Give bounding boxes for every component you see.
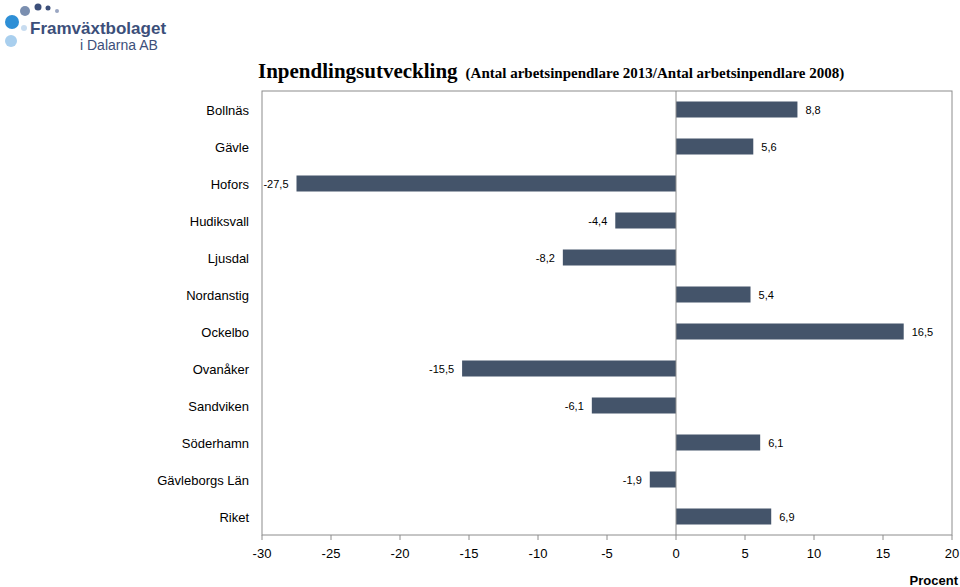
logo-dot bbox=[5, 15, 19, 29]
category-label: Nordanstig bbox=[186, 288, 249, 303]
title: Inpendlingsutveckling bbox=[258, 59, 458, 83]
data-label: 5,6 bbox=[761, 141, 776, 153]
tick-mark bbox=[262, 535, 263, 540]
bar bbox=[650, 472, 676, 488]
category-label: Ockelbo bbox=[201, 325, 249, 340]
bar bbox=[676, 324, 904, 340]
logo-dot bbox=[21, 25, 27, 31]
category-label: Bollnäs bbox=[206, 103, 249, 118]
category-label: Gävle bbox=[215, 140, 249, 155]
bar bbox=[676, 102, 797, 118]
category-label: Ovanåker bbox=[193, 362, 250, 377]
tick-mark bbox=[745, 535, 746, 540]
bar bbox=[592, 398, 676, 414]
logo-dot bbox=[55, 9, 59, 13]
bar bbox=[297, 176, 677, 192]
bar bbox=[676, 139, 753, 155]
data-label: 6,1 bbox=[768, 437, 783, 449]
logo-dot bbox=[5, 35, 17, 47]
plot-frame bbox=[262, 91, 952, 535]
tick-mark bbox=[883, 535, 884, 540]
data-label: 5,4 bbox=[759, 289, 774, 301]
data-label: 6,9 bbox=[779, 511, 794, 523]
logo: Framväxtbolageti Dalarna AB bbox=[5, 4, 166, 54]
bar bbox=[615, 213, 676, 229]
bar bbox=[676, 435, 760, 451]
tick-label: -25 bbox=[322, 546, 341, 561]
chart-root: Framväxtbolageti Dalarna AB Inpendlingsut… bbox=[0, 0, 960, 587]
data-label: -8,2 bbox=[536, 252, 555, 264]
tick-label: 5 bbox=[741, 546, 748, 561]
tick-label: 10 bbox=[807, 546, 821, 561]
tick-mark bbox=[469, 535, 470, 540]
tick-mark bbox=[538, 535, 539, 540]
category-label: Riket bbox=[219, 510, 249, 525]
category-label: Söderhamn bbox=[182, 436, 249, 451]
category-label: Ljusdal bbox=[208, 251, 249, 266]
bar bbox=[676, 287, 751, 303]
bar bbox=[676, 509, 771, 525]
subtitle: (Antal arbetsinpendlare 2013/Antal arbet… bbox=[466, 65, 845, 82]
tick-label: -10 bbox=[529, 546, 548, 561]
zero-axis bbox=[676, 91, 677, 535]
tick-mark bbox=[952, 535, 953, 540]
data-label: -6,1 bbox=[565, 400, 584, 412]
tick-label: -20 bbox=[391, 546, 410, 561]
tick-label: -30 bbox=[253, 546, 272, 561]
tick-mark bbox=[607, 535, 608, 540]
category-label: Gävleborgs Län bbox=[157, 473, 249, 488]
logo-dot bbox=[46, 6, 51, 11]
logo-dot bbox=[20, 6, 30, 16]
category-label: Sandviken bbox=[188, 399, 249, 414]
tick-mark bbox=[676, 535, 677, 540]
tick-label: 15 bbox=[876, 546, 890, 561]
chart-svg: Framväxtbolageti Dalarna AB Inpendlingsut… bbox=[0, 0, 960, 587]
data-label: -4,4 bbox=[588, 215, 607, 227]
bars bbox=[297, 102, 904, 525]
data-label: -27,5 bbox=[263, 178, 288, 190]
tick-label: -15 bbox=[460, 546, 479, 561]
logo-dot bbox=[35, 4, 42, 11]
bar bbox=[563, 250, 676, 266]
data-label: 8,8 bbox=[805, 104, 820, 116]
category-label: Hudiksvall bbox=[190, 214, 249, 229]
tick-mark bbox=[814, 535, 815, 540]
tick-label: 20 bbox=[945, 546, 959, 561]
x-axis-label: Procent bbox=[910, 573, 959, 587]
tick-mark bbox=[331, 535, 332, 540]
title-line: Inpendlingsutveckling (Antal arbetsinpend… bbox=[258, 59, 844, 83]
tick-mark bbox=[400, 535, 401, 540]
tick-label: 0 bbox=[672, 546, 679, 561]
logo-subname: i Dalarna AB bbox=[80, 37, 158, 53]
logo-name: Framväxtbolaget bbox=[30, 19, 166, 38]
category-label: Hofors bbox=[211, 177, 250, 192]
data-label: 16,5 bbox=[912, 326, 933, 338]
bar bbox=[462, 361, 676, 377]
data-label: -15,5 bbox=[429, 363, 454, 375]
tick-label: -5 bbox=[601, 546, 613, 561]
data-label: -1,9 bbox=[623, 474, 642, 486]
